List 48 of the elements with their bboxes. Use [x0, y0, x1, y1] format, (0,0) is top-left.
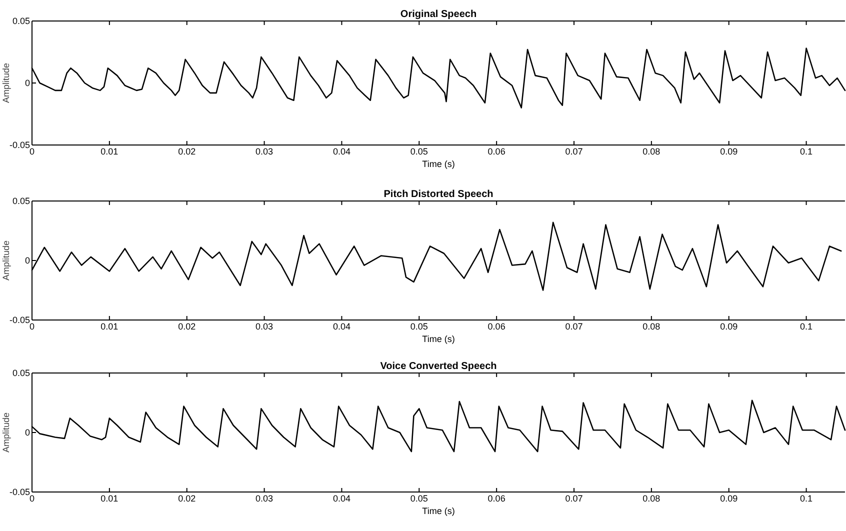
- y-tick-label: 0: [24, 255, 30, 266]
- x-tick-label: 0.09: [720, 493, 738, 504]
- x-tick-label: 0.03: [256, 493, 274, 504]
- x-axis-title: Time (s): [422, 506, 455, 516]
- x-axis-title: Time (s): [422, 159, 455, 169]
- x-tick-label: 0.03: [256, 321, 274, 332]
- chart-title: Voice Converted Speech: [380, 361, 497, 372]
- y-tick-label: -0.05: [9, 486, 30, 497]
- x-tick-label: 0.08: [642, 321, 660, 332]
- x-tick-label: 0.06: [488, 321, 506, 332]
- y-tick-label: 0: [24, 427, 30, 438]
- x-tick-label: 0.07: [565, 321, 583, 332]
- x-axis-title: Time (s): [422, 334, 455, 344]
- y-tick-label: -0.05: [9, 140, 30, 150]
- x-tick-label: 0.02: [178, 493, 196, 504]
- x-tick-label: 0.08: [642, 493, 660, 504]
- x-tick-label: 0.05: [410, 146, 428, 156]
- x-tick-label: 0.05: [410, 493, 428, 504]
- y-tick-label: 0.05: [12, 368, 30, 378]
- y-tick-label: -0.05: [9, 314, 30, 325]
- y-tick-label: 0.05: [12, 16, 30, 26]
- y-axis-title: Amplitude: [1, 412, 11, 453]
- x-tick-label: 0.01: [100, 146, 118, 156]
- x-tick-label: 0.02: [178, 321, 196, 332]
- y-axis-title: Amplitude: [1, 240, 11, 281]
- chart-title: Pitch Distorted Speech: [384, 189, 494, 200]
- y-tick-label: 0: [24, 78, 30, 88]
- x-tick-label: 0.04: [332, 493, 350, 504]
- x-tick-label: 0.1: [800, 146, 813, 156]
- x-tick-label: 0.05: [410, 321, 428, 332]
- y-axis-title: Amplitude: [1, 62, 11, 104]
- x-tick-label: 0.01: [100, 321, 118, 332]
- x-tick-label: 0.06: [488, 493, 506, 504]
- x-tick-label: 0.09: [720, 321, 738, 332]
- x-tick-label: 0.02: [178, 146, 196, 156]
- x-tick-label: 0.09: [720, 146, 738, 156]
- x-tick-label: 0.06: [488, 146, 506, 156]
- x-tick-label: 0.01: [100, 493, 118, 504]
- x-tick-label: 0.08: [642, 146, 660, 156]
- x-tick-label: 0.1: [800, 493, 813, 504]
- x-tick-label: 0.07: [565, 493, 583, 504]
- x-tick-label: 0.04: [332, 321, 350, 332]
- x-tick-label: 0.03: [256, 146, 274, 156]
- y-tick-label: 0.05: [12, 196, 30, 206]
- chart-title: Original Speech: [400, 9, 477, 20]
- x-tick-label: 0.04: [332, 146, 350, 156]
- x-tick-label: 0.1: [800, 321, 813, 332]
- x-tick-label: 0.07: [565, 146, 583, 156]
